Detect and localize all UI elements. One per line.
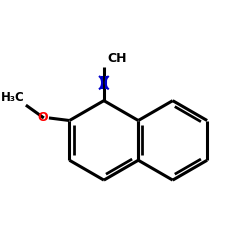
Text: O: O [37, 112, 48, 124]
Text: H₃C: H₃C [1, 91, 24, 104]
Text: CH: CH [108, 52, 127, 65]
